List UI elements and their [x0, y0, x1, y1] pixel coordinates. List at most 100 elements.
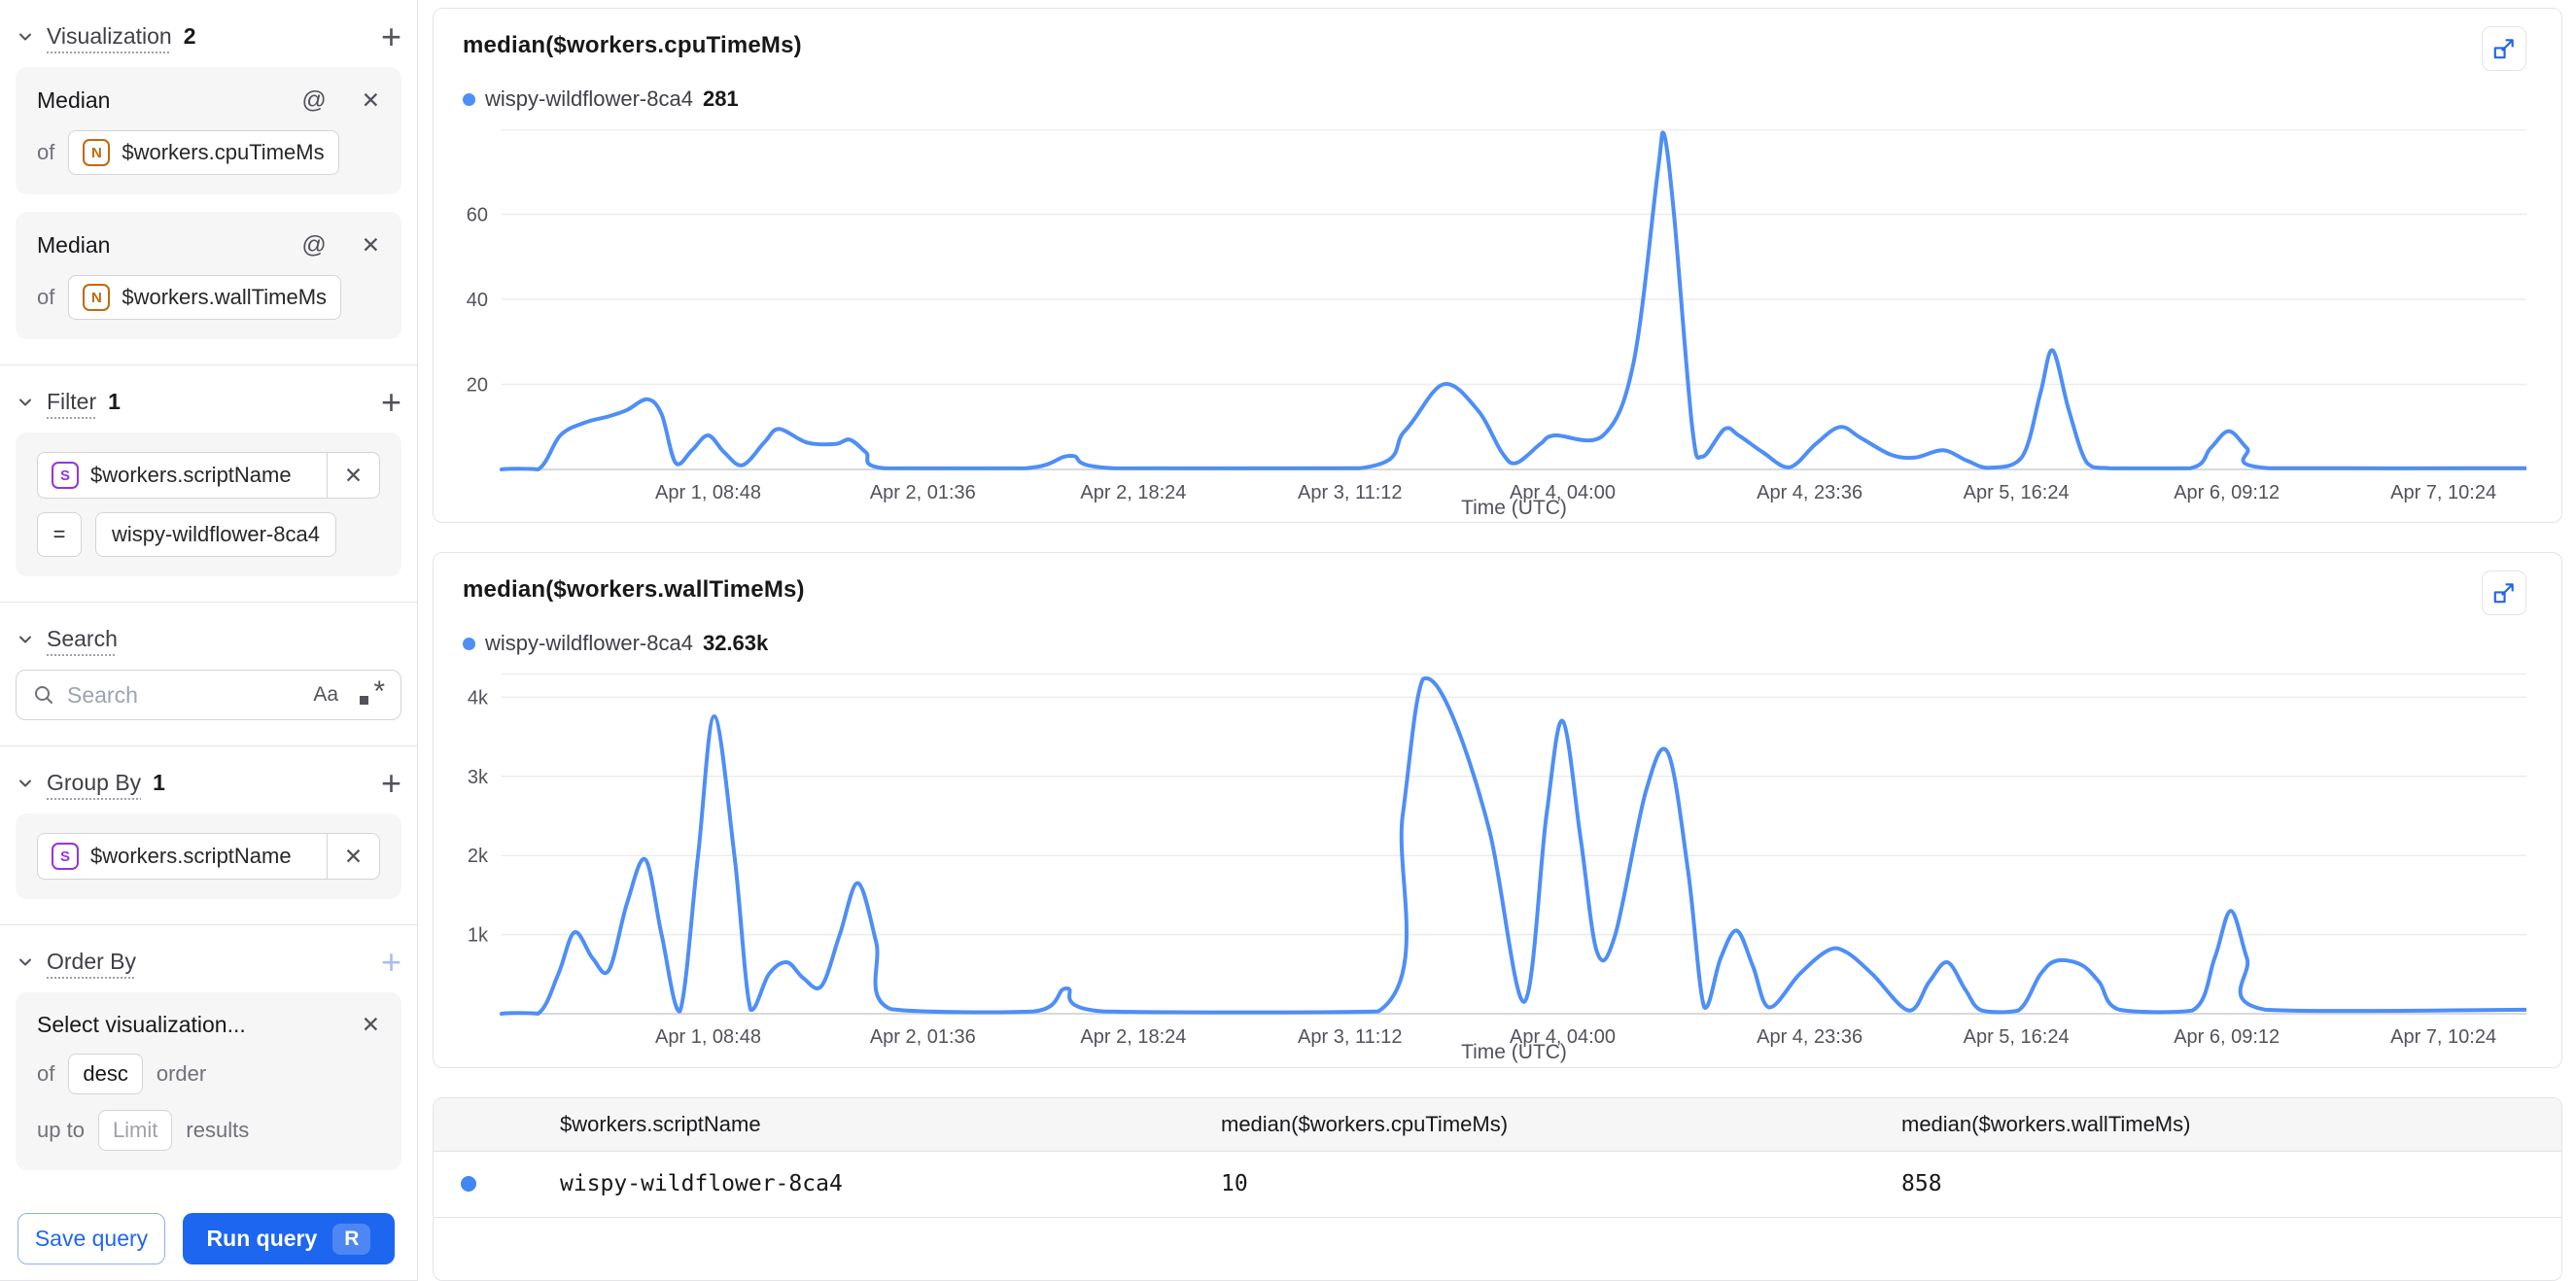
of-label: of	[37, 140, 55, 164]
filter-section: Filter 1 + S $workers.scriptName ✕ = wis…	[0, 365, 417, 603]
chevron-down-icon[interactable]	[16, 27, 35, 47]
legend-series: wispy-wildflower-8ca4	[485, 631, 693, 656]
field-chip-wall[interactable]: N $workers.wallTimeMs	[68, 275, 342, 320]
svg-text:Apr 6, 09:12: Apr 6, 09:12	[2174, 1026, 2280, 1048]
results-table: $workers.scriptName median($workers.cpuT…	[433, 1096, 2562, 1281]
chevron-down-icon[interactable]	[16, 774, 35, 793]
svg-text:Apr 4, 04:00: Apr 4, 04:00	[1510, 1026, 1616, 1048]
match-case-icon[interactable]: Aa	[313, 683, 338, 706]
run-query-label: Run query	[206, 1226, 318, 1251]
filter-count: 1	[108, 389, 121, 414]
remove-visualization-icon[interactable]: ✕	[361, 87, 380, 113]
cell-script-name: wispy-wildflower-8ca4	[560, 1171, 843, 1197]
svg-text:Apr 6, 09:12: Apr 6, 09:12	[2174, 482, 2280, 503]
alias-at-icon[interactable]: @	[301, 231, 327, 259]
chart-title: median($workers.wallTimeMs)	[463, 576, 805, 604]
remove-filter-icon[interactable]: ✕	[343, 462, 364, 488]
order-label: order	[156, 1061, 207, 1086]
svg-text:Apr 5, 16:24: Apr 5, 16:24	[1964, 482, 2070, 503]
wall-time-line-chart[interactable]: 1k 2k 3k 4k Apr 1, 08:48 Apr 2, 01:36 Apr 2, 1…	[463, 674, 2526, 1053]
aggregation-label[interactable]: Median	[37, 87, 111, 113]
svg-text:1k: 1k	[468, 925, 489, 947]
column-header-cpu-time[interactable]: median($workers.cpuTimeMs)	[1221, 1111, 1509, 1136]
x-axis-title: Time (UTC)	[1461, 497, 1567, 519]
svg-text:4k: 4k	[468, 688, 489, 710]
order-by-select[interactable]: Select visualization...	[37, 1012, 246, 1037]
alias-at-icon[interactable]: @	[301, 87, 327, 114]
legend-dot-icon	[463, 92, 475, 106]
string-field-icon: S	[52, 462, 79, 489]
search-input[interactable]	[67, 681, 302, 709]
query-builder-sidebar: Visualization 2 + Median @ ✕ of N $worke…	[0, 0, 418, 1281]
add-filter-button[interactable]: +	[380, 381, 401, 422]
visualization-count: 2	[183, 23, 196, 49]
chart-card-wall-time: median($workers.wallTimeMs) wispy-wildfl…	[433, 552, 2562, 1068]
search-box: Aa *	[16, 670, 401, 720]
run-query-button[interactable]: Run query R	[183, 1213, 395, 1264]
field-chip-cpu[interactable]: N $workers.cpuTimeMs	[68, 130, 339, 175]
filter-field-chip[interactable]: S $workers.scriptName ✕	[37, 452, 380, 499]
chart-card-cpu-time: median($workers.cpuTimeMs) wispy-wildflo…	[433, 8, 2562, 524]
search-section-label: Search	[47, 626, 118, 651]
cpu-time-line-chart[interactable]: 20 40 60 Apr 1, 08:48 Apr 2, 01:36 Apr 2, 18:…	[463, 129, 2526, 508]
add-group-by-button[interactable]: +	[380, 762, 401, 803]
visualization-section-label: Visualization	[47, 23, 172, 49]
group-by-count: 1	[153, 770, 165, 795]
aggregation-label[interactable]: Median	[37, 232, 111, 258]
save-query-button[interactable]: Save query	[17, 1213, 165, 1264]
filter-card: S $workers.scriptName ✕ = wispy-wildflow…	[16, 433, 401, 576]
column-header-script-name[interactable]: $workers.scriptName	[560, 1111, 761, 1136]
regex-icon[interactable]: *	[358, 675, 385, 709]
up-to-label: up to	[37, 1118, 85, 1142]
legend-item[interactable]: wispy-wildflower-8ca4 281	[463, 87, 2526, 112]
table-header-row: $workers.scriptName median($workers.cpuT…	[434, 1097, 2561, 1152]
svg-text:Apr 4, 23:36: Apr 4, 23:36	[1757, 482, 1862, 503]
legend-item[interactable]: wispy-wildflower-8ca4 32.63k	[463, 631, 2526, 656]
expand-chart-icon[interactable]	[2482, 571, 2526, 616]
results-area: median($workers.cpuTimeMs) wispy-wildflo…	[418, 0, 2576, 1281]
chevron-down-icon[interactable]	[16, 393, 35, 412]
filter-operator[interactable]: =	[37, 512, 82, 557]
x-axis-title: Time (UTC)	[1461, 1041, 1567, 1064]
legend-value: 32.63k	[702, 631, 769, 656]
remove-group-by-icon[interactable]: ✕	[343, 843, 364, 869]
svg-text:Apr 3, 11:12: Apr 3, 11:12	[1298, 482, 1402, 503]
svg-text:2k: 2k	[468, 847, 489, 868]
chevron-down-icon[interactable]	[16, 630, 35, 649]
group-by-section-label: Group By	[47, 770, 142, 795]
group-by-field-chip[interactable]: S $workers.scriptName ✕	[37, 833, 380, 880]
svg-text:Apr 2, 18:24: Apr 2, 18:24	[1080, 1026, 1186, 1048]
run-query-shortcut-badge: R	[332, 1223, 371, 1255]
svg-text:Apr 2, 01:36: Apr 2, 01:36	[870, 1026, 976, 1048]
filter-section-label: Filter	[47, 389, 97, 414]
remove-visualization-icon[interactable]: ✕	[361, 232, 380, 258]
group-by-card: S $workers.scriptName ✕	[16, 814, 401, 899]
order-by-section-label: Order By	[47, 949, 137, 974]
add-visualization-button[interactable]: +	[380, 16, 401, 56]
svg-text:Apr 2, 18:24: Apr 2, 18:24	[1080, 482, 1186, 503]
number-field-icon: N	[83, 284, 111, 311]
svg-text:Apr 3, 11:12: Apr 3, 11:12	[1298, 1026, 1402, 1048]
remove-order-by-icon[interactable]: ✕	[361, 1012, 380, 1037]
series-color-dot	[461, 1176, 476, 1193]
search-section: Search Aa *	[0, 603, 417, 746]
cell-wall-time: 858	[1901, 1171, 1942, 1197]
field-name: $workers.cpuTimeMs	[122, 140, 325, 164]
sidebar-footer: Save query Run query R	[0, 1197, 417, 1281]
search-icon	[32, 683, 55, 707]
svg-text:Apr 1, 08:48: Apr 1, 08:48	[655, 1026, 761, 1048]
add-order-by-button[interactable]: +	[380, 941, 401, 982]
order-direction-select[interactable]: desc	[68, 1054, 143, 1094]
legend-series: wispy-wildflower-8ca4	[485, 87, 693, 111]
expand-chart-icon[interactable]	[2482, 26, 2526, 71]
svg-text:Apr 1, 08:48: Apr 1, 08:48	[655, 482, 761, 503]
of-label: of	[37, 285, 55, 309]
of-label: of	[37, 1061, 55, 1086]
table-row[interactable]: wispy-wildflower-8ca4 10 858	[434, 1151, 2561, 1218]
chevron-down-icon[interactable]	[16, 952, 35, 972]
svg-text:Apr 2, 01:36: Apr 2, 01:36	[870, 482, 976, 503]
svg-text:Apr 7, 10:24: Apr 7, 10:24	[2390, 482, 2496, 503]
column-header-wall-time[interactable]: median($workers.wallTimeMs)	[1901, 1111, 2191, 1136]
filter-value[interactable]: wispy-wildflower-8ca4	[95, 512, 336, 557]
limit-input[interactable]: Limit	[97, 1110, 173, 1151]
